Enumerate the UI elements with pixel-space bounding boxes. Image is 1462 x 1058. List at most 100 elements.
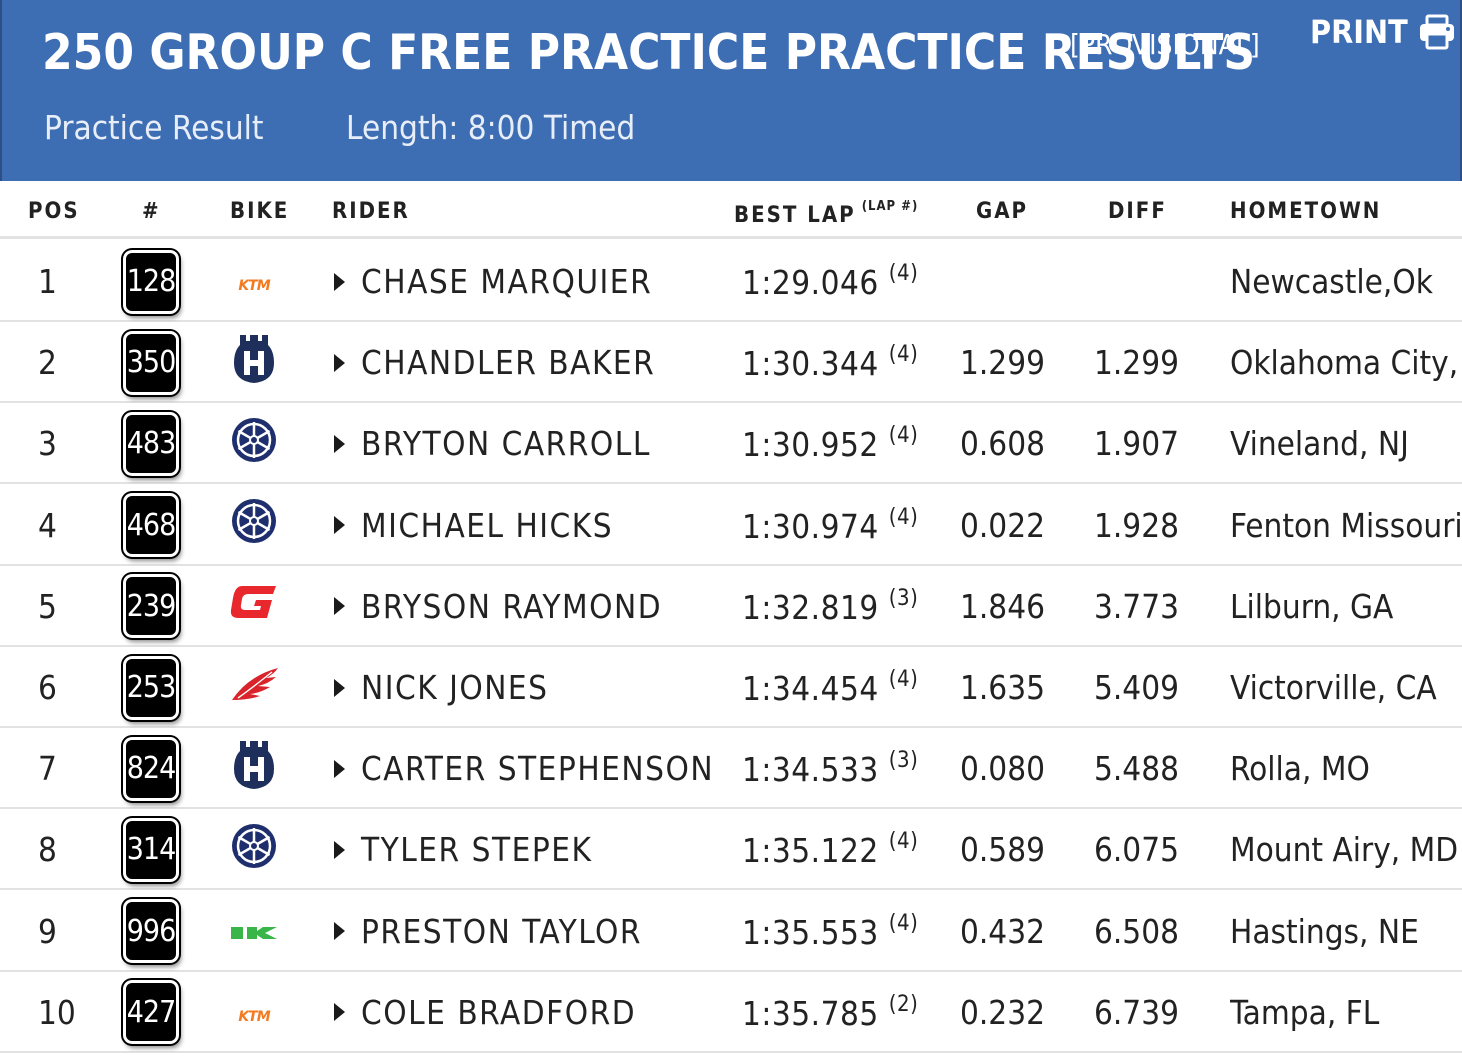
rider-cell: COLE BRADFORD (332, 972, 712, 1053)
bike-cell (222, 485, 286, 566)
hometown-cell: Victorville, CA (1230, 668, 1437, 707)
gap-cell: 0.022 (960, 505, 1045, 545)
best-lap-cell: 1:30.344 (4) (742, 322, 942, 403)
diff-cell: 6.508 (1094, 911, 1179, 951)
hometown-cell: Hastings, NE (1230, 911, 1419, 951)
table-row: 2 350 CHANDLER BAKER 1:30.344 (4) 1.299 1… (0, 322, 1462, 404)
best-lap-time: 1:34.533 (742, 750, 879, 790)
gap-cell: 1.299 (960, 343, 1045, 383)
page-title: 250 GROUP C FREE PRACTICE PRACTICE RESUL… (42, 24, 1256, 81)
hometown-cell: Newcastle,Ok (1230, 262, 1433, 301)
rider-cell: CHASE MARQUIER (332, 241, 712, 322)
table-row: 8 314 TYLER STEPEK 1:35.122 (4) 0.589 6.0… (0, 809, 1462, 891)
col-pos: POS (28, 199, 80, 224)
expand-triangle-icon (334, 434, 345, 453)
best-lap-cell: 1:35.122 (4) (742, 809, 942, 890)
bike-cell (222, 322, 286, 403)
best-lap-number: (3) (888, 585, 919, 611)
number-plate-cell: 239 (116, 566, 186, 647)
number-plate-cell: 996 (116, 891, 186, 972)
husqvarna-logo-icon (232, 739, 276, 799)
best-lap-time: 1:32.819 (742, 587, 879, 627)
bike-cell (222, 647, 286, 728)
rider-cell: BRYTON CARROLL (332, 403, 712, 484)
position-cell: 3 (38, 424, 57, 464)
col-bike: BIKE (230, 199, 290, 224)
number-plate: 824 (123, 736, 179, 801)
rider-cell: NICK JONES (332, 647, 712, 728)
best-lap-time: 1:30.952 (742, 425, 879, 465)
best-lap-number: (4) (888, 342, 919, 368)
position-cell: 10 (38, 992, 76, 1032)
rider-expand-toggle[interactable]: COLE BRADFORD (332, 993, 636, 1032)
best-lap-time: 1:30.344 (742, 344, 879, 384)
best-lap-time: 1:35.122 (742, 831, 879, 871)
gap-cell: 0.608 (960, 424, 1045, 464)
hometown-cell: Rolla, MO (1230, 749, 1370, 789)
rider-name: MICHAEL HICKS (361, 505, 614, 545)
col-gap: GAP (976, 199, 1029, 224)
table-row: 1 128 KTM CHASE MARQUIER 1:29.046 (4) New… (0, 241, 1462, 322)
number-plate-cell: 350 (116, 322, 186, 403)
bike-cell (222, 728, 286, 809)
rider-expand-toggle[interactable]: CARTER STEPHENSON (332, 749, 712, 788)
col-hometown: HOMETOWN (1230, 199, 1382, 224)
rider-expand-toggle[interactable]: TYLER STEPEK (332, 830, 592, 869)
rider-expand-toggle[interactable]: CHANDLER BAKER (332, 343, 655, 382)
col-rider: RIDER (332, 199, 410, 224)
col-best-lap-sub: (LAP #) (861, 199, 919, 214)
number-plate-cell: 253 (116, 647, 186, 728)
expand-triangle-icon (334, 516, 345, 535)
position-cell: 8 (38, 830, 57, 870)
rider-cell: CARTER STEPHENSON (332, 728, 712, 809)
position-cell: 7 (38, 749, 57, 789)
table-row: 5 239 BRYSON RAYMOND 1:32.819 (3) 1.846 3… (0, 566, 1462, 647)
ktm-logo-icon: KTM (228, 262, 280, 301)
table-row: 10 427 KTM COLE BRADFORD 1:35.785 (2) 0.2… (0, 972, 1462, 1053)
rider-expand-toggle[interactable]: PRESTON TAYLOR (332, 912, 642, 951)
diff-cell (1094, 241, 1194, 322)
expand-triangle-icon (334, 1003, 345, 1022)
gap-cell (960, 241, 1060, 322)
diff-cell: 3.773 (1094, 586, 1179, 626)
expand-triangle-icon (334, 840, 345, 859)
best-lap-time: 1:29.046 (742, 263, 879, 302)
rider-name: CHASE MARQUIER (361, 262, 653, 301)
bike-cell (222, 891, 286, 972)
diff-cell: 1.928 (1094, 505, 1179, 545)
rider-expand-toggle[interactable]: BRYSON RAYMOND (332, 587, 662, 626)
best-lap-number: (4) (888, 261, 919, 286)
best-lap-cell: 1:35.785 (2) (742, 972, 942, 1053)
diff-cell: 1.907 (1094, 424, 1179, 464)
position-cell: 9 (38, 911, 57, 951)
best-lap-cell: 1:34.454 (4) (742, 647, 942, 728)
husqvarna-logo-icon (232, 333, 276, 393)
bike-cell (222, 809, 286, 890)
best-lap-cell: 1:30.974 (4) (742, 485, 942, 566)
col-diff: DIFF (1108, 199, 1167, 224)
print-button[interactable]: PRINT (1310, 10, 1456, 54)
gasgas-logo-icon (230, 584, 278, 628)
table-row: 9 996 PRESTON TAYLOR 1:35.553 (4) 0.432 6… (0, 891, 1462, 972)
hometown-cell: Mount Airy, MD (1230, 830, 1459, 870)
number-plate: 468 (123, 493, 179, 558)
rider-name: COLE BRADFORD (361, 992, 637, 1032)
table-row: 4 468 MICHAEL HICKS 1:30.974 (4) 0.022 1.… (0, 485, 1462, 566)
print-label: PRINT (1310, 13, 1408, 51)
diff-cell: 6.075 (1094, 830, 1179, 870)
rider-expand-toggle[interactable]: BRYTON CARROLL (332, 424, 651, 463)
hometown-cell: Fenton Missouri (1230, 505, 1462, 545)
rider-cell: MICHAEL HICKS (332, 485, 712, 566)
rider-expand-toggle[interactable]: NICK JONES (332, 668, 549, 707)
yamaha-logo-icon (230, 497, 278, 553)
bike-cell: KTM (222, 972, 286, 1053)
diff-cell: 6.739 (1094, 992, 1179, 1032)
ktm-logo-icon: KTM (228, 993, 280, 1032)
rider-expand-toggle[interactable]: MICHAEL HICKS (332, 506, 613, 545)
rider-expand-toggle[interactable]: CHASE MARQUIER (332, 262, 652, 301)
best-lap-cell: 1:34.533 (3) (742, 728, 942, 809)
rider-cell: CHANDLER BAKER (332, 322, 712, 403)
col-best-lap-label: BEST LAP (734, 203, 856, 228)
best-lap-number: (4) (888, 829, 919, 855)
number-plate: 996 (123, 899, 179, 964)
